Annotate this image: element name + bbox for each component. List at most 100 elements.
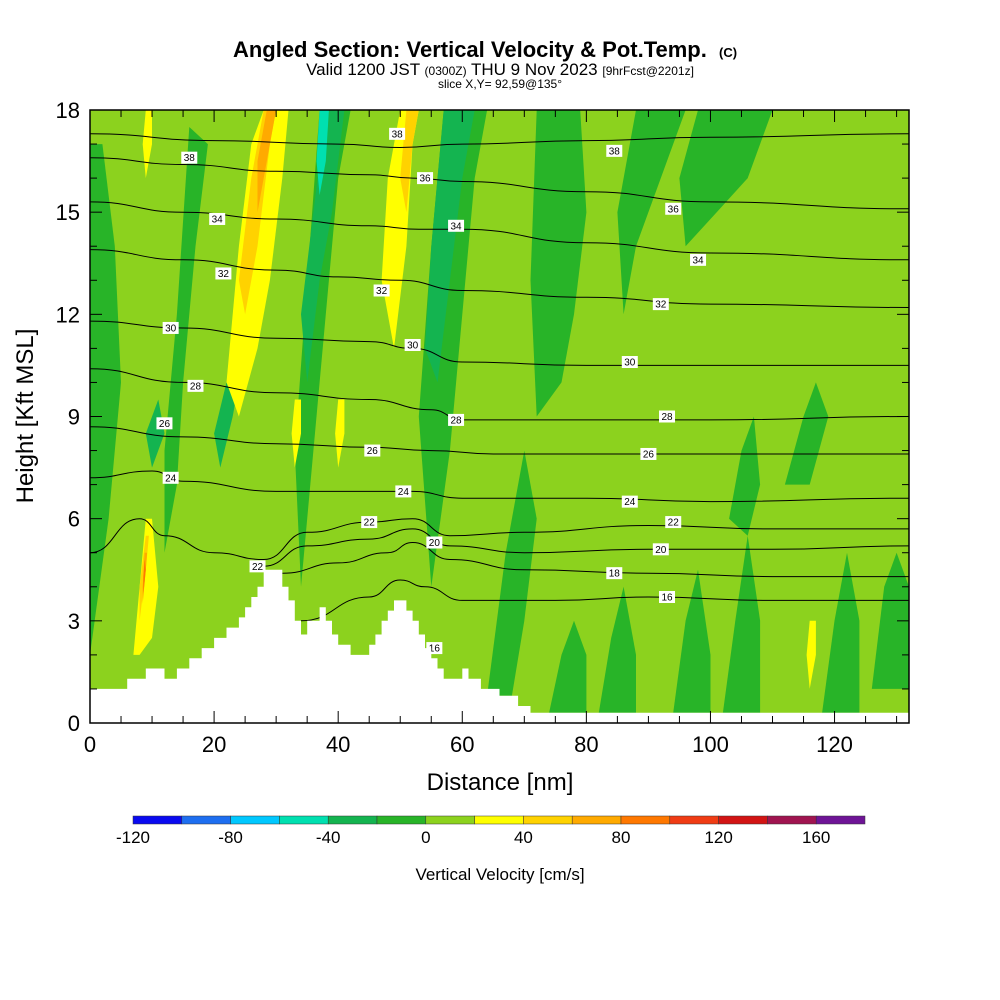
isentrope-label-text: 28: [451, 415, 463, 426]
y-tick-label: 3: [68, 609, 80, 634]
isentrope-label-box: [690, 253, 707, 266]
isentrope-label-text: 22: [364, 518, 376, 529]
colorbar-swatch: [718, 815, 768, 825]
velocity-region-ascent-weak: [133, 518, 159, 655]
isentrope-label: 34: [209, 212, 226, 225]
colorbar-swatch: [571, 815, 622, 825]
isentrope-20: [263, 528, 909, 567]
isentrope-30: [90, 320, 909, 366]
velocity-region-descent-weak: [530, 110, 587, 417]
colorbar-swatch: [279, 815, 329, 825]
colorbar-swatch: [767, 815, 817, 825]
isentrope-label-box: [652, 543, 669, 556]
velocity-region-descent-weak: [673, 569, 711, 713]
x-tick-label: 40: [326, 732, 350, 757]
isentrope-label-box: [209, 212, 226, 225]
y-tick-label: 12: [56, 302, 80, 327]
copyright-mark: (C): [719, 45, 737, 60]
isentrope-label: 22: [361, 516, 378, 529]
velocity-region-descent-weak: [729, 416, 761, 536]
colorbar-swatch: [132, 815, 183, 825]
valid-time-utc: (0300Z): [425, 64, 467, 78]
isentrope-label-box: [659, 590, 676, 603]
velocity-region-descent-weak: [487, 450, 537, 696]
colorbar-tick-label: 40: [514, 828, 533, 847]
isentrope-label-box: [215, 267, 232, 280]
isentrope-label: 16: [659, 590, 676, 603]
isentrope-label: 38: [389, 127, 406, 140]
y-tick-label: 6: [68, 507, 80, 532]
isentrope-label-box: [373, 284, 390, 297]
x-tick-label: 80: [574, 732, 598, 757]
isentrope-label-text: 16: [661, 592, 673, 603]
y-axis-label: Height [Kft MSL]: [12, 329, 39, 504]
velocity-region-descent-weak: [784, 382, 829, 485]
isentrope-label-text: 36: [419, 174, 431, 185]
velocity-region-descent-moderate: [214, 382, 239, 468]
velocity-region-ascent-strong: [257, 110, 277, 213]
isentrope-label-text: 24: [624, 497, 636, 508]
isentrope-16: [300, 579, 909, 622]
isentrope-label-box: [389, 127, 406, 140]
velocity-region-ascent-weak: [226, 110, 289, 417]
velocity-region-descent-moderate: [301, 110, 345, 383]
colorbar-swatch: [815, 815, 866, 825]
slice-info: slice X,Y= 92,59@135°: [438, 77, 562, 91]
isentrope-label: 30: [621, 356, 638, 369]
isentrope-label-text: 32: [376, 286, 388, 297]
isentrope-label-text: 34: [212, 214, 224, 225]
isentrope-label-text: 16: [429, 644, 441, 655]
forecast-info: [9hrFcst@2201z]: [602, 64, 694, 78]
colorbar-tick-label: -80: [218, 828, 243, 847]
isentrope-label-text: 28: [190, 381, 202, 392]
isentrope-labels: 38 38 38 36 36 34 34 34 32 32 32 30 30 30 28 28 28 26 26 26…: [156, 127, 707, 655]
y-tick-label: 0: [68, 711, 80, 736]
isentrope-label: 28: [448, 413, 465, 426]
isentrope-label: 24: [621, 495, 638, 508]
isentrope-label-box: [640, 447, 657, 460]
isentrope-label-text: 20: [655, 545, 667, 556]
velocity-region-descent-weak: [549, 620, 587, 713]
isentrope-36: [90, 157, 909, 210]
isentrope-label-text: 26: [367, 446, 379, 457]
isentrope-label-text: 30: [165, 323, 177, 334]
velocity-region-descent-weak: [90, 144, 121, 655]
isentrope-label-box: [361, 516, 378, 529]
valid-time-main: Valid 1200 JST: [306, 60, 420, 79]
x-axis: 0 20 40 60 80 100 120: [84, 110, 898, 757]
isentrope-label: 26: [156, 417, 173, 430]
plot-area: 38 38 38 36 36 34 34 34 32 32 32 30 30 30 28 28 28 26 26 26…: [90, 110, 909, 723]
isentrope-label: 30: [162, 321, 179, 334]
isentrope-label: 36: [417, 172, 434, 185]
isentrope-label-text: 26: [643, 449, 655, 460]
colorbar-swatch: [230, 815, 280, 825]
x-tick-label: 20: [202, 732, 226, 757]
isentrope-label-text: 38: [392, 129, 404, 140]
colorbar-tick-label: 160: [802, 828, 830, 847]
isentrope-label-text: 38: [184, 153, 196, 164]
colorbar-swatch: [474, 815, 524, 825]
chart-title: Angled Section: Vertical Velocity & Pot.…: [233, 37, 737, 62]
velocity-region-descent-weak: [598, 586, 636, 713]
isentrope-38: [90, 133, 909, 149]
isentrope-label-text: 26: [159, 419, 171, 430]
isentrope-label: 22: [249, 560, 266, 573]
isentrope-label: 34: [448, 219, 465, 232]
velocity-region-descent-strong: [316, 110, 329, 196]
isentrope-18: [282, 541, 909, 578]
velocity-region-descent-weak: [617, 110, 686, 315]
isentrope-label: 32: [373, 284, 390, 297]
isentrope-label-box: [249, 560, 266, 573]
velocity-region-descent-weak: [722, 535, 761, 713]
isentrope-label: 36: [665, 202, 682, 215]
isentrope-label-box: [156, 417, 173, 430]
isentrope-label-text: 34: [692, 255, 704, 266]
y-tick-label: 9: [68, 405, 80, 430]
valid-time-line: Valid 1200 JST (0300Z) THU 9 Nov 2023 [9…: [306, 60, 694, 79]
isentrope-label-box: [395, 485, 412, 498]
isentrope-label-text: 24: [398, 487, 410, 498]
y-tick-label: 15: [56, 200, 80, 225]
colorbar-swatch: [181, 815, 231, 825]
isentrope-label-text: 32: [655, 300, 667, 311]
